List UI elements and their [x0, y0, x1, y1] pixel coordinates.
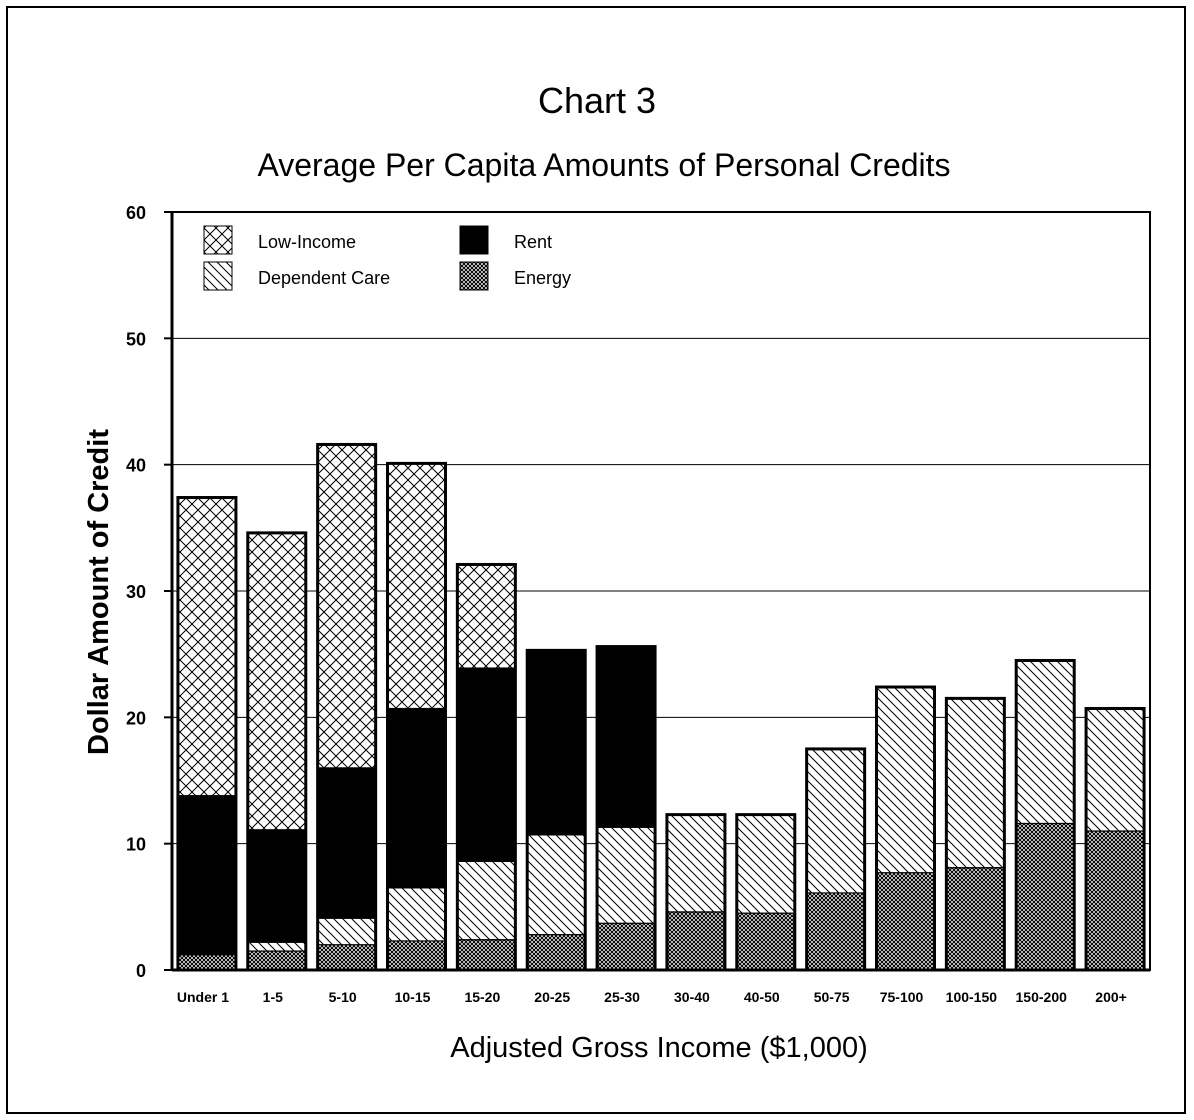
- bar-segment-low-income-under-1: [177, 496, 237, 797]
- x-axis-title: Adjusted Gross Income ($1,000): [450, 1032, 867, 1064]
- bar-segment-dependent-care-75-100: [875, 686, 936, 874]
- bar-segment-low-income-10-15: [386, 462, 447, 710]
- bar-segment-dependent-care-30-40: [666, 814, 726, 913]
- chart-subtitle: Average Per Capita Amounts of Personal C…: [257, 147, 951, 183]
- legend-swatch-low-income: [203, 225, 233, 255]
- x-tick-label-under-1: Under 1: [177, 989, 229, 1005]
- legend-label-dependent-care: Dependent Care: [258, 268, 390, 288]
- y-tick-label-30: 30: [126, 582, 146, 602]
- x-tick-label-5-10: 5-10: [329, 989, 357, 1005]
- x-tick-label-30-40: 30-40: [674, 989, 710, 1005]
- legend-label-rent: Rent: [514, 232, 552, 252]
- bar-segment-energy-10-15: [386, 940, 447, 971]
- chart-frame: [6, 6, 1186, 1114]
- legend-label-low-income: Low-Income: [258, 232, 356, 252]
- y-tick-label-0: 0: [136, 961, 146, 981]
- x-tick-label-75-100: 75-100: [880, 989, 924, 1005]
- y-tick-label-40: 40: [126, 456, 146, 476]
- bar-segment-low-income-5-10: [317, 443, 377, 769]
- bar-segment-dependent-care-25-30: [596, 826, 656, 924]
- bar-segment-rent-under-1: [177, 795, 237, 956]
- bar-segment-dependent-care-20-25: [526, 834, 586, 936]
- legend-swatch-rent: [459, 225, 489, 255]
- bar-segment-rent-10-15: [386, 707, 447, 889]
- bar-segment-dependent-care-50-75: [806, 748, 866, 894]
- y-tick-label-10: 10: [126, 835, 146, 855]
- bar-segment-energy-100-150: [945, 867, 1005, 971]
- bar-segment-energy-25-30: [596, 922, 656, 971]
- bar-segment-rent-1-5: [247, 829, 307, 943]
- x-tick-label-50-75: 50-75: [814, 989, 850, 1005]
- bar-segment-energy-200: [1085, 830, 1145, 971]
- bar-segment-rent-25-30: [596, 645, 656, 828]
- bar-segment-rent-5-10: [317, 767, 377, 919]
- bar-segment-dependent-care-150-200: [1015, 659, 1075, 825]
- bar-segment-energy-75-100: [875, 872, 936, 971]
- bar-segment-low-income-1-5: [247, 532, 307, 831]
- x-tick-label-200: 200+: [1095, 989, 1127, 1005]
- bar-segment-energy-20-25: [526, 934, 586, 971]
- x-tick-label-150-200: 150-200: [1016, 989, 1068, 1005]
- x-tick-label-40-50: 40-50: [744, 989, 780, 1005]
- bar-segment-energy-15-20: [456, 939, 516, 971]
- bar-segment-low-income-15-20: [456, 563, 516, 669]
- legend-swatch-dependent-care: [203, 261, 233, 291]
- x-tick-label-1-5: 1-5: [263, 989, 283, 1005]
- bar-segment-dependent-care-40-50: [736, 814, 796, 914]
- bar-segment-energy-5-10: [317, 944, 377, 971]
- bar-segment-energy-150-200: [1015, 822, 1075, 971]
- y-tick-label-50: 50: [126, 329, 146, 349]
- bar-segment-energy-under-1: [177, 954, 237, 971]
- chart-title: Chart 3: [537, 80, 657, 121]
- legend-label-energy: Energy: [514, 268, 571, 288]
- bar-segment-rent-20-25: [526, 649, 586, 836]
- bar-segment-dependent-care-200: [1085, 707, 1145, 832]
- bar-segment-energy-40-50: [736, 912, 796, 971]
- y-tick-label-20: 20: [126, 708, 146, 728]
- x-tick-label-20-25: 20-25: [534, 989, 570, 1005]
- x-tick-label-100-150: 100-150: [946, 989, 998, 1005]
- x-tick-label-25-30: 25-30: [604, 989, 640, 1005]
- x-tick-label-15-20: 15-20: [464, 989, 500, 1005]
- bar-segment-energy-50-75: [806, 892, 866, 971]
- bar-segment-rent-15-20: [456, 667, 516, 862]
- bar-segment-dependent-care-15-20: [456, 860, 516, 941]
- y-axis-title: Dollar Amount of Credit: [83, 429, 115, 755]
- bar-segment-dependent-care-5-10: [317, 917, 377, 946]
- bar-segment-dependent-care-1-5: [247, 941, 307, 952]
- y-tick-label-60: 60: [126, 203, 146, 223]
- bar-segment-energy-1-5: [247, 950, 307, 971]
- legend-swatch-energy: [459, 261, 489, 291]
- bar-segment-dependent-care-10-15: [386, 887, 447, 942]
- bar-segment-dependent-care-100-150: [945, 697, 1005, 869]
- x-tick-label-10-15: 10-15: [395, 989, 431, 1005]
- bar-segment-energy-30-40: [666, 911, 726, 971]
